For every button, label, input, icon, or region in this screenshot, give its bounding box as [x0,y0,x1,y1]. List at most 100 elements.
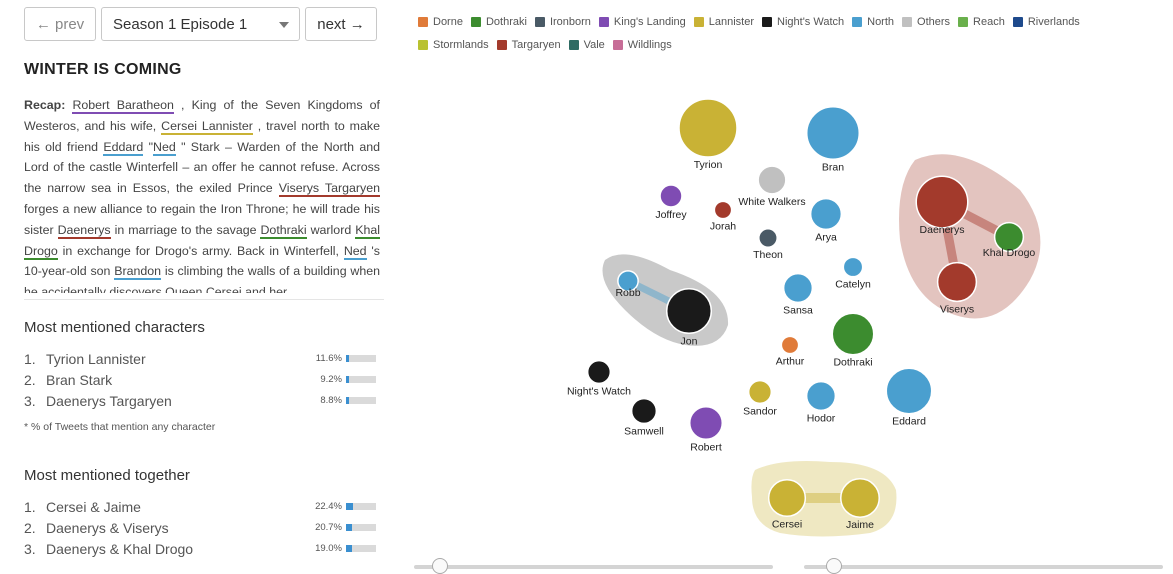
node-label: Arya [815,231,837,243]
legend-item[interactable]: Reach [958,10,1005,33]
rank-name: Tyrion Lannister [46,350,146,367]
character-mention[interactable]: Daenerys [57,222,111,239]
recap-segment: , King of the Seven Kingdoms of Westeros… [24,98,380,133]
network-node[interactable] [809,197,843,231]
rank-bar-fill [346,503,353,510]
prev-button[interactable]: ← prev [24,7,96,41]
episode-select-value: Season 1 Episode 1 [113,15,248,33]
rank-number: 2. [24,371,36,388]
network-node[interactable] [678,98,738,158]
recap-segment: forges a new alliance to regain the Iron… [24,201,380,237]
legend-item[interactable]: Targaryen [496,33,561,56]
legend-item[interactable]: North [852,10,894,33]
character-mention[interactable]: Khal Drogo [24,222,380,260]
legend-item[interactable]: Riverlands [1012,10,1080,33]
legend-swatch [418,39,428,50]
network-node[interactable] [782,272,814,304]
character-mention[interactable]: Brandon [114,264,162,281]
network-node[interactable] [831,312,875,356]
legend-swatch [1012,16,1023,27]
network-node[interactable] [805,380,837,412]
legend-swatch [693,16,704,27]
chevron-down-icon [279,22,289,28]
node-label: Catelyn [835,279,871,291]
legend-label: Dorne [433,15,463,28]
legend-item[interactable]: Ironborn [534,10,591,33]
network-node[interactable] [665,287,713,335]
recap-segment: " Stark – Warden of the North and Lord o… [24,139,380,196]
recap-segment: is climbing the walls of a building when… [24,264,380,293]
node-label: Dothraki [833,357,872,369]
node-label: Joffrey [655,209,687,221]
network-node[interactable] [767,478,807,518]
node-label: Jorah [710,221,736,233]
rank-name: Daenerys Targaryen [46,392,172,409]
legend-item[interactable]: Others [902,10,950,33]
network-node[interactable] [805,105,861,161]
network-node[interactable] [885,367,933,415]
network-node[interactable] [617,270,639,292]
network-node[interactable] [747,379,773,405]
rank-bar-fill [346,355,349,362]
network-node[interactable] [586,359,612,385]
slider-left-knob[interactable] [432,558,448,574]
network-node[interactable] [936,261,978,303]
rank-row: 2. Bran Stark 9.2% [24,369,380,390]
rank-bar [346,355,376,362]
slider-right-knob[interactable] [826,558,842,574]
network-node[interactable] [659,184,683,208]
legend-label: Wildlings [627,38,672,51]
character-mention[interactable]: Cersei [205,285,242,293]
slider-right[interactable] [804,558,1163,574]
legend-item[interactable]: King's Landing [598,10,686,33]
legend-item[interactable]: Stormlands [418,33,489,56]
character-mention[interactable]: Viserys Targaryen [278,181,380,198]
legend-item[interactable]: Dorne [418,10,463,33]
network-node[interactable] [688,405,724,441]
network-node[interactable] [758,228,778,248]
character-network-chart: Tyrion Bran Daenerys Jon Eddard Dothraki Viser… [567,98,1041,537]
legend-swatch [496,39,507,50]
recap-segment: 's 10-year-old son [24,243,380,279]
network-node[interactable] [840,478,880,518]
legend-item[interactable]: Vale [568,33,605,56]
legend-item[interactable]: Dothraki [470,10,527,33]
node-label: Hodor [807,412,836,424]
network-node[interactable] [757,165,787,195]
legend-item[interactable]: Wildlings [612,33,672,56]
network-node[interactable] [713,200,733,220]
character-mention[interactable]: Ned [153,139,176,156]
recap-segment: warlord [306,222,356,237]
network-node[interactable] [993,221,1025,253]
rank-row: 3. Daenerys Targaryen 8.8% [24,390,380,411]
legend-swatch [762,16,773,27]
node-label: Tyrion [694,159,723,171]
legend-item[interactable]: Lannister [693,10,755,33]
slider-left[interactable] [414,558,773,574]
most-mentioned-together-title: Most mentioned together [24,467,190,484]
legend-swatch [568,39,579,50]
episode-select[interactable]: Season 1 Episode 1 [101,7,300,41]
rank-number: 2. [24,519,36,536]
recap-segment: in exchange for Drogo's army. Back in Wi… [57,243,344,258]
legend-item[interactable]: Night's Watch [762,10,844,33]
node-label: Jaime [846,519,874,531]
legend-label: Lannister [708,15,755,28]
network-node[interactable] [780,335,800,355]
legend-swatch [598,16,609,27]
character-mention[interactable]: Robert Baratheon [72,98,174,114]
legend-label: Stormlands [433,38,489,51]
legend-swatch [902,16,913,27]
legend-swatch [418,16,428,27]
network-node[interactable] [630,397,658,425]
network-node[interactable] [842,256,864,278]
next-button[interactable]: next → [305,7,377,41]
character-mention[interactable]: Dothraki [260,222,307,239]
node-label: Samwell [624,425,664,437]
legend-swatch [534,16,545,27]
network-node[interactable] [915,175,969,229]
recap-segment: " [143,139,154,154]
character-mention[interactable]: Ned [343,243,367,260]
character-mention[interactable]: Cersei Lannister [161,118,253,135]
character-mention[interactable]: Eddard [103,139,144,156]
